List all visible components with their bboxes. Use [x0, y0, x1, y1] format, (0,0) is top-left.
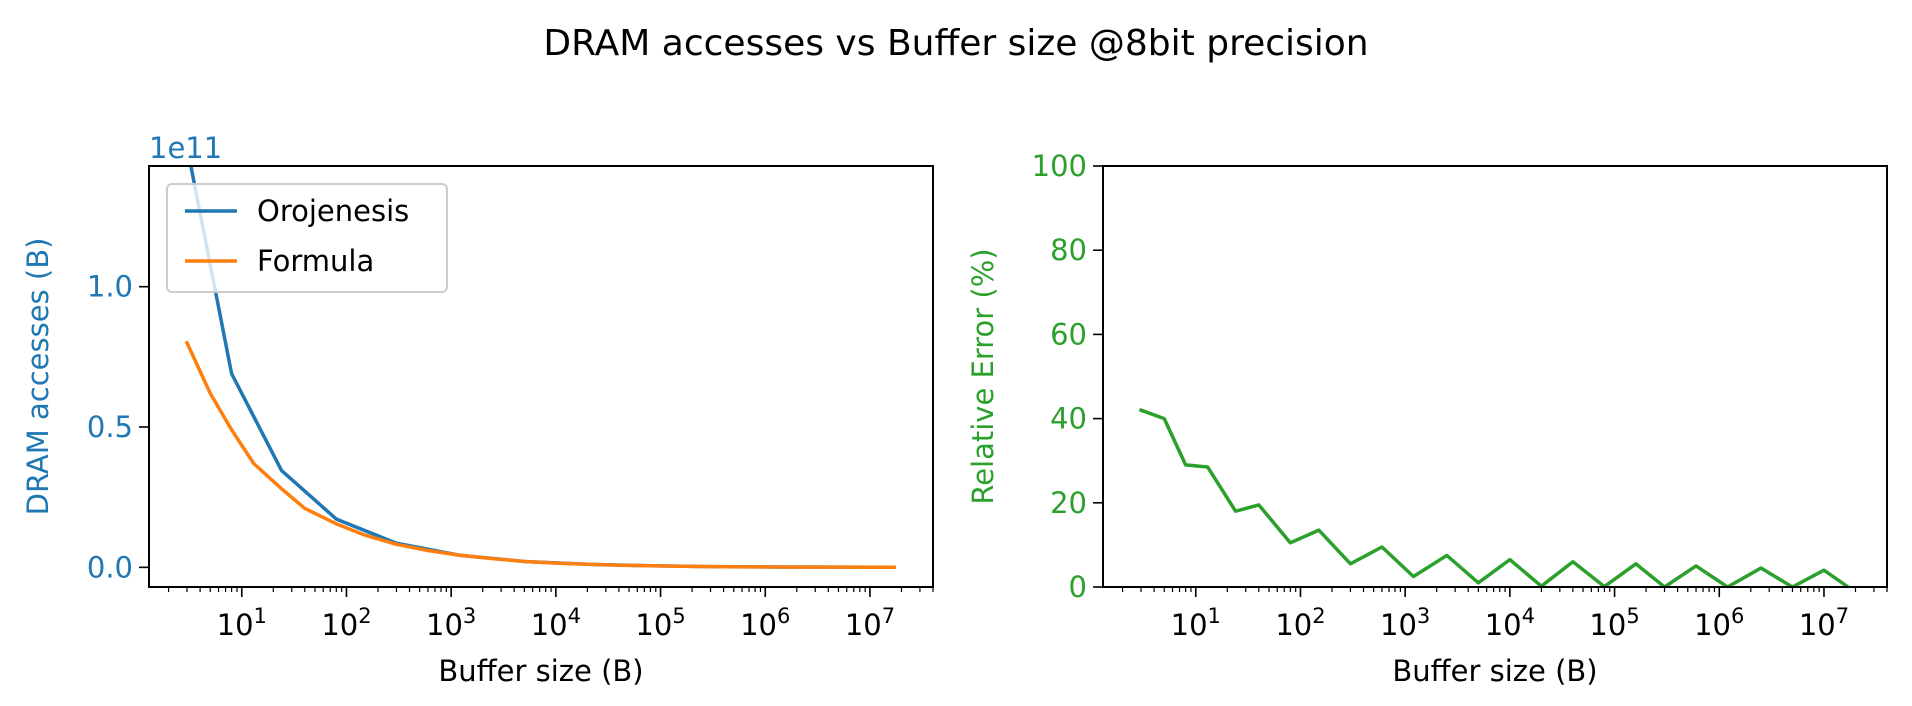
series-line-formula [184, 340, 896, 569]
x-tick-label: 107 [1799, 604, 1849, 642]
y-tick-label: 60 [1050, 317, 1087, 351]
x-tick-base: 10 [740, 608, 777, 642]
x-tick-label: 102 [1275, 604, 1325, 642]
x-tick-base: 10 [1694, 608, 1731, 642]
x-axis-label: Buffer size (B) [1392, 654, 1597, 688]
x-tick-base: 10 [1275, 608, 1312, 642]
x-tick-label: 104 [531, 604, 581, 642]
y-tick-label: 80 [1050, 233, 1087, 267]
legend: Orojenesis Formula [166, 183, 448, 293]
legend-label: Orojenesis [257, 194, 409, 228]
x-tick-base: 10 [1589, 608, 1626, 642]
x-tick-exponent: 5 [672, 604, 685, 628]
x-tick-label: 103 [1380, 604, 1430, 642]
x-tick-label: 104 [1485, 604, 1535, 642]
y-tick-label: 1.0 [87, 270, 133, 304]
y-axis-label: Relative Error (%) [966, 248, 1000, 504]
x-tick-label: 107 [845, 604, 895, 642]
legend-label: Formula [257, 244, 374, 278]
x-tick-exponent: 2 [358, 604, 371, 628]
x-tick-base: 10 [845, 608, 882, 642]
plot-relative-error: 101 102 103 104 105 106 107020406080100Buffer … [966, 149, 1888, 688]
x-tick-base: 10 [1485, 608, 1522, 642]
y-tick-label: 0.5 [87, 410, 133, 444]
x-tick-label: 103 [426, 604, 476, 642]
y-tick-label: 0 [1069, 570, 1087, 604]
axes-frame [1102, 165, 1888, 588]
y-offset-text: 1e11 [149, 131, 222, 165]
x-tick-exponent: 4 [568, 604, 581, 628]
x-tick-base: 10 [1799, 608, 1836, 642]
x-tick-exponent: 4 [1522, 604, 1535, 628]
x-tick-base: 10 [321, 608, 358, 642]
axes-frame [148, 165, 934, 588]
x-tick-label: 101 [217, 604, 267, 642]
x-tick-label: 102 [321, 604, 371, 642]
x-tick-exponent: 5 [1626, 604, 1639, 628]
x-tick-exponent: 6 [777, 604, 790, 628]
x-tick-base: 10 [635, 608, 672, 642]
y-axis-label: DRAM accesses (B) [21, 238, 55, 516]
x-tick-exponent: 6 [1731, 604, 1744, 628]
series-group [1138, 407, 1851, 587]
x-tick-label: 106 [740, 604, 790, 642]
x-tick-exponent: 1 [254, 604, 267, 628]
x-tick-exponent: 7 [1836, 604, 1849, 628]
x-tick-base: 10 [1380, 608, 1417, 642]
series-line-relative-error [1138, 407, 1851, 587]
x-tick-exponent: 1 [1208, 604, 1221, 628]
y-tick-label: 20 [1050, 486, 1087, 520]
x-tick-label: 106 [1694, 604, 1744, 642]
x-axis-label: Buffer size (B) [438, 654, 643, 688]
x-tick-exponent: 7 [882, 604, 895, 628]
x-tick-base: 10 [531, 608, 568, 642]
x-tick-label: 101 [1171, 604, 1221, 642]
x-tick-base: 10 [426, 608, 463, 642]
x-tick-label: 105 [1589, 604, 1639, 642]
x-tick-base: 10 [1171, 608, 1208, 642]
x-tick-label: 105 [635, 604, 685, 642]
y-tick-label: 0.0 [87, 550, 133, 584]
x-tick-exponent: 3 [1417, 604, 1430, 628]
x-tick-base: 10 [217, 608, 254, 642]
x-tick-exponent: 2 [1312, 604, 1325, 628]
y-tick-label: 100 [1032, 149, 1087, 183]
y-tick-label: 40 [1050, 402, 1087, 436]
x-tick-exponent: 3 [463, 604, 476, 628]
figure-title: DRAM accesses vs Buffer size @8bit preci… [543, 23, 1368, 64]
series-group [184, 166, 896, 569]
